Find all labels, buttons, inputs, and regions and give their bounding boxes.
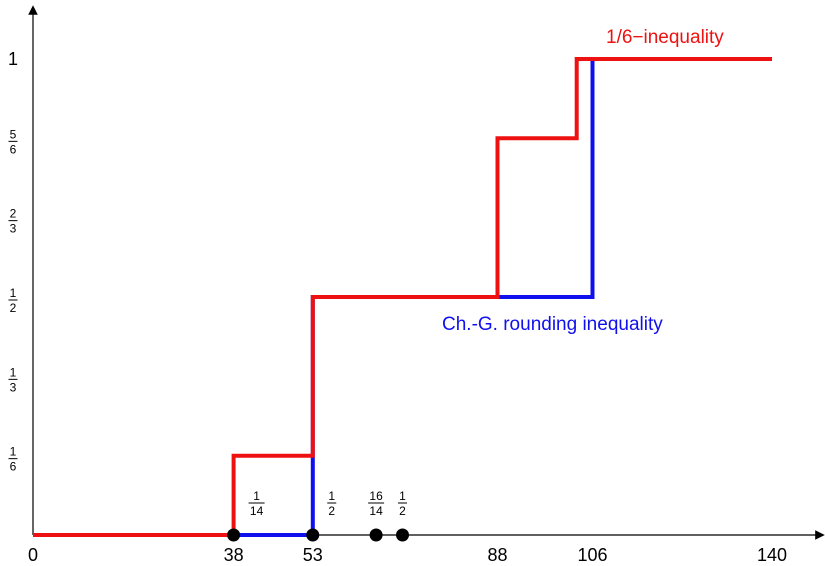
series-label-blue: Ch.-G. rounding inequality bbox=[442, 314, 663, 335]
marker-layer bbox=[227, 528, 409, 542]
y-tick-label: 56 bbox=[8, 127, 18, 156]
marker-fraction: 12 bbox=[398, 489, 407, 518]
y-tick-label-numerator: 1 bbox=[10, 286, 17, 300]
marker-fraction-denominator: 14 bbox=[250, 504, 264, 518]
axis-marker-dot bbox=[306, 528, 320, 542]
y-tick-label: 13 bbox=[8, 365, 18, 394]
marker-fraction-denominator: 2 bbox=[399, 504, 406, 518]
x-tick-label: 0 bbox=[28, 545, 38, 565]
y-tick-label: 12 bbox=[8, 286, 18, 315]
y-tick-label-numerator: 1 bbox=[10, 445, 17, 459]
axis-marker-dot bbox=[369, 528, 383, 542]
marker-fraction: 12 bbox=[327, 489, 337, 518]
series-layer bbox=[33, 57, 772, 537]
x-tick-label: 53 bbox=[303, 545, 323, 565]
marker-fraction-denominator: 2 bbox=[328, 504, 335, 518]
marker-fraction-denominator: 14 bbox=[369, 504, 383, 518]
y-tick-label: 1 bbox=[8, 49, 18, 69]
marker-fraction-numerator: 1 bbox=[328, 489, 335, 503]
y-tick-label-numerator: 5 bbox=[10, 127, 17, 141]
marker-fraction-numerator: 16 bbox=[369, 489, 383, 503]
y-tick-label-denominator: 6 bbox=[10, 142, 17, 156]
x-tick-label: 106 bbox=[578, 545, 608, 565]
axis-marker-dot bbox=[227, 528, 241, 542]
x-tick-label: 140 bbox=[757, 545, 787, 565]
series-label-red: 1/6−inequality bbox=[606, 27, 724, 48]
y-tick-label-numerator: 2 bbox=[10, 207, 17, 221]
marker-fraction-numerator: 1 bbox=[253, 489, 260, 503]
y-tick-label-denominator: 3 bbox=[10, 380, 17, 394]
marker-fraction-numerator: 1 bbox=[399, 489, 406, 503]
y-tick-label: 23 bbox=[8, 207, 18, 236]
axes bbox=[28, 5, 825, 540]
y-tick-label-denominator: 3 bbox=[10, 222, 17, 236]
marker-fraction: 114 bbox=[248, 489, 265, 518]
series-red-line bbox=[33, 57, 772, 537]
y-tick-label-numerator: 1 bbox=[10, 365, 17, 379]
y-tick-label-denominator: 2 bbox=[10, 301, 17, 315]
y-tick-label-denominator: 6 bbox=[10, 460, 17, 474]
x-tick-label: 38 bbox=[224, 545, 244, 565]
axis-marker-dot bbox=[396, 528, 409, 542]
y-tick-label: 16 bbox=[8, 445, 18, 474]
x-tick-label: 88 bbox=[487, 545, 507, 565]
